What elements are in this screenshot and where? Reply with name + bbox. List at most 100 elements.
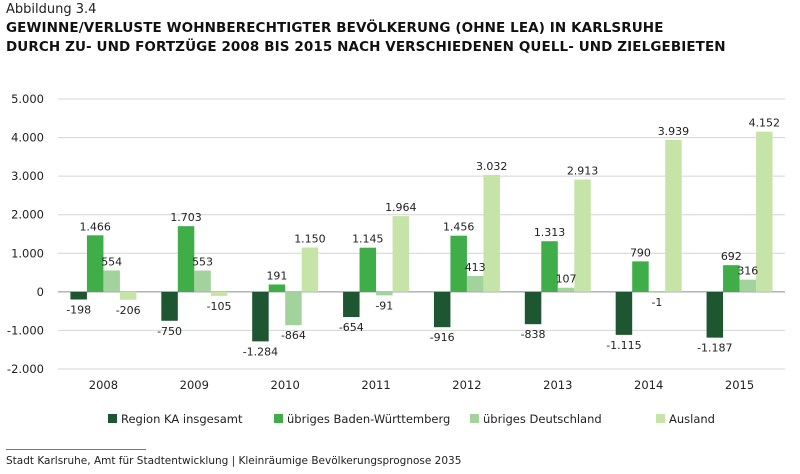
bar (376, 291, 393, 296)
y-tick-label: -2.000 (7, 362, 44, 376)
bar (541, 241, 558, 292)
data-label: -838 (521, 328, 546, 341)
y-tick-label: 3.000 (11, 169, 44, 183)
bar (285, 291, 302, 326)
data-label: -198 (66, 303, 91, 316)
y-tick-label: 5.000 (11, 92, 44, 106)
x-tick-label: 2014 (634, 378, 663, 392)
legend-label: Ausland (669, 412, 715, 426)
bar (343, 291, 360, 318)
y-tick-label: 1.000 (11, 246, 44, 260)
source-divider (6, 449, 146, 450)
legend-swatch (108, 414, 117, 423)
data-label: -91 (375, 299, 393, 312)
data-label: -916 (430, 331, 455, 344)
bar (483, 174, 500, 292)
x-tick-label: 2008 (89, 378, 118, 392)
data-label: 3.939 (658, 125, 690, 138)
bar (252, 291, 269, 342)
data-label: -654 (339, 321, 364, 334)
bar (756, 131, 773, 292)
x-tick-label: 2013 (543, 378, 572, 392)
chart-title-line-1: GEWINNE/VERLUSTE WOHNBERECHTIGTER BEVÖLK… (6, 20, 664, 36)
bar (466, 275, 484, 292)
data-labels-layer: -198 1.466 554 -206 -750 1.703 553 -105 -1.284 19… (66, 117, 780, 359)
data-label: 692 (721, 250, 742, 263)
bar (648, 291, 666, 293)
bar (723, 265, 740, 292)
bar (392, 216, 410, 292)
data-label: -206 (116, 304, 141, 317)
bar (359, 247, 377, 292)
data-label: 1.964 (385, 201, 417, 214)
data-label: 553 (192, 256, 213, 269)
x-tick-label: 2015 (725, 378, 754, 392)
bar (301, 247, 319, 292)
legend-swatch (656, 414, 665, 423)
chart-title: GEWINNE/VERLUSTE WOHNBERECHTIGTER BEVÖLK… (6, 19, 726, 57)
data-label: -1 (651, 296, 662, 309)
y-tick-label: 0 (37, 285, 44, 299)
data-label: -864 (281, 329, 306, 342)
data-label: -105 (207, 300, 232, 313)
data-label: -750 (157, 325, 182, 338)
data-label: 1.313 (534, 226, 566, 239)
bar (194, 270, 211, 292)
bar (177, 226, 195, 292)
data-label: 1.703 (170, 211, 202, 224)
data-label: 554 (101, 255, 122, 268)
data-label: -1.187 (697, 342, 732, 355)
bar (574, 179, 591, 292)
bars-layer (70, 131, 773, 342)
data-label: -1.115 (606, 339, 641, 352)
x-tick-label: 2010 (271, 378, 300, 392)
legend-label: Region KA insgesamt (121, 412, 243, 426)
x-tick-label: 2012 (452, 378, 481, 392)
source-note: Stadt Karlsruhe, Amt für Stadtentwicklun… (6, 455, 462, 467)
data-label: 1.456 (443, 221, 475, 234)
bar (268, 284, 286, 292)
grid-layer (58, 98, 785, 370)
bar (524, 291, 542, 325)
bar (161, 291, 178, 321)
bar (615, 291, 633, 335)
data-label: 1.466 (79, 220, 111, 233)
data-label: 4.152 (749, 117, 781, 130)
bar (86, 235, 104, 292)
legend-swatch (470, 414, 479, 423)
legend-swatch (274, 414, 283, 423)
x-tick-label: 2009 (180, 378, 209, 392)
data-label: 790 (630, 246, 651, 259)
figure-caption: Abbildung 3.4 (6, 2, 97, 17)
bar (450, 235, 467, 292)
bar (210, 291, 228, 296)
bar (557, 287, 575, 292)
data-label: -1.284 (243, 345, 278, 358)
bar (433, 291, 451, 328)
legend-label: übriges Baden-Württemberg (287, 412, 450, 426)
bar (706, 291, 724, 338)
data-label: 413 (465, 261, 486, 274)
axis-layer: -2.000 -1.000 0 1.000 2.000 3.000 4.000 5.000 20… (7, 92, 754, 392)
bar (70, 291, 87, 300)
data-label: 1.145 (352, 233, 384, 246)
bar (103, 270, 120, 292)
legend: Region KA insgesamt übriges Baden-Württem… (108, 412, 715, 426)
data-label: 1.150 (294, 233, 326, 246)
data-label: 3.032 (476, 160, 508, 173)
data-label: 2.913 (567, 164, 599, 177)
y-tick-label: 4.000 (11, 131, 44, 145)
bar (632, 261, 649, 292)
data-label: 316 (737, 265, 758, 278)
legend-label: übriges Deutschland (483, 412, 602, 426)
y-tick-label: 2.000 (11, 208, 44, 222)
data-label: 107 (556, 273, 577, 286)
data-label: 191 (266, 269, 287, 282)
bar (739, 279, 757, 292)
y-tick-label: -1.000 (7, 323, 44, 337)
bar (665, 139, 682, 292)
chart-title-line-2: DURCH ZU- UND FORTZÜGE 2008 BIS 2015 NAC… (6, 39, 726, 55)
x-tick-label: 2011 (361, 378, 390, 392)
bar (119, 291, 137, 300)
